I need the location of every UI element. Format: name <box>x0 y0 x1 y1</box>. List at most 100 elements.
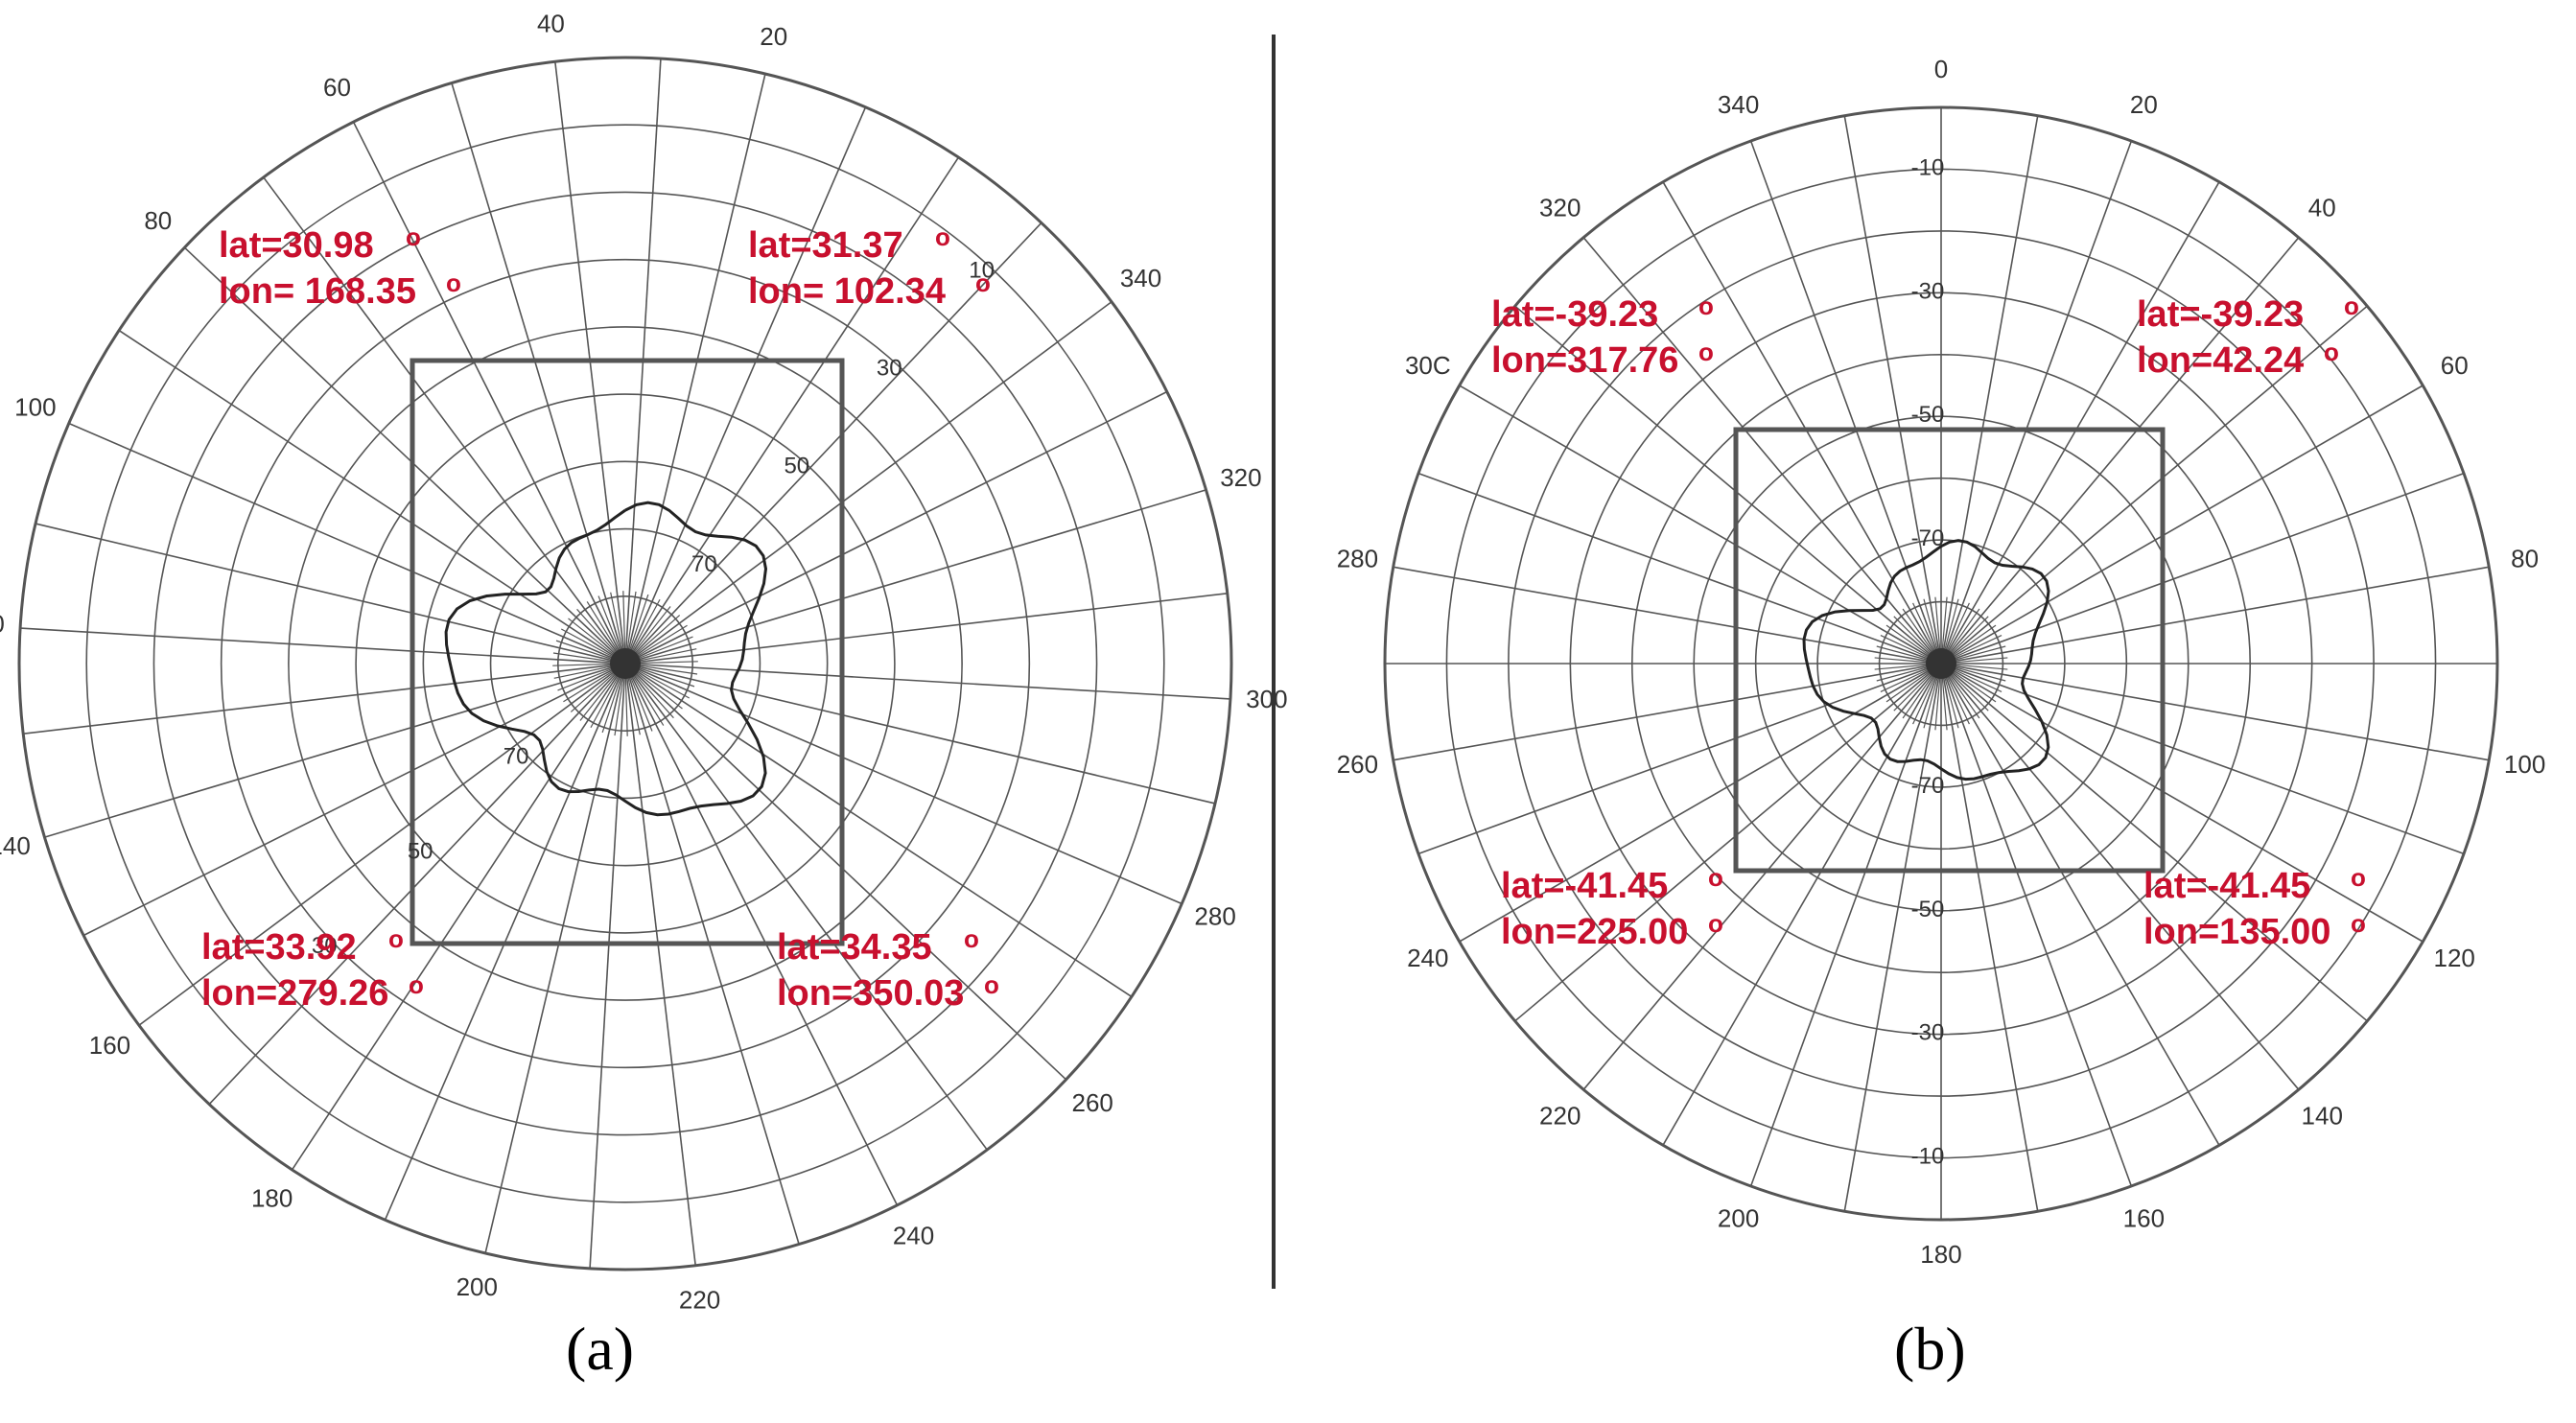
longitude-label: 80 <box>2511 545 2539 573</box>
corner-lat-label: lat=-41.45 <box>2143 866 2310 906</box>
latitude-circle <box>85 124 1165 1203</box>
longitude-label: 160 <box>2123 1204 2165 1233</box>
meridian-line <box>1940 663 2039 1212</box>
longitude-label: 80 <box>144 206 172 235</box>
meridian-line <box>138 663 626 1026</box>
projection-frame <box>1733 427 2166 874</box>
coastline <box>444 501 768 817</box>
meridian-line <box>589 663 626 1269</box>
meridian-line <box>20 627 626 665</box>
meridian-line <box>82 663 626 937</box>
meridian-line <box>68 422 626 665</box>
meridian-line <box>624 593 1228 665</box>
degree-symbol: o <box>1708 909 1723 938</box>
meridian-line <box>44 663 626 838</box>
meridian-line <box>624 301 1112 665</box>
latitude-circle <box>152 191 1098 1136</box>
meridian-line <box>1940 140 2133 665</box>
meridian-line <box>624 390 1168 665</box>
longitude-label: 200 <box>457 1272 498 1301</box>
meridian-line <box>183 246 626 665</box>
meridian-line <box>1393 663 1942 761</box>
longitude-label: 320 <box>1220 463 1261 492</box>
meridian-line <box>1940 305 2368 665</box>
meridian-line <box>451 82 626 665</box>
degree-symbol: o <box>1698 292 1714 320</box>
degree-symbol: o <box>2351 909 2366 938</box>
meridian-line <box>1459 385 1942 665</box>
corner-lon-label: lon=350.03 <box>777 973 964 1014</box>
meridian-line <box>1940 385 2424 665</box>
longitude-label: 180 <box>251 1184 293 1213</box>
meridian-line <box>624 663 800 1245</box>
degree-symbol: o <box>2344 292 2359 320</box>
latitude-label: -50 <box>1911 402 1945 428</box>
longitude-label: 30C <box>1405 351 1451 380</box>
panel-a-north-polar-map: 140 120 100 80 60 40 20 340 320 300 280 260 240 220 20… <box>0 9 1288 1314</box>
meridian-line <box>624 222 1042 665</box>
meridian-line <box>624 156 960 665</box>
latitude-label: -70 <box>1911 773 1945 799</box>
meridian-line <box>1940 663 2220 1146</box>
longitude-label: 20 <box>760 22 787 51</box>
meridian-line <box>208 663 626 1106</box>
corner-lon-label: lon=317.76 <box>1491 340 1678 381</box>
longitude-label: 160 <box>89 1031 130 1060</box>
degree-symbol: o <box>1698 338 1714 366</box>
latitude-label: 50 <box>408 838 433 864</box>
pole-marker <box>1926 648 1956 679</box>
latitude-label: 70 <box>503 744 529 770</box>
meridian-line <box>1940 663 2424 943</box>
meridian-line <box>484 663 626 1254</box>
corner-lat-label: lat=30.98 <box>219 225 374 266</box>
meridian-line <box>1940 663 2368 1022</box>
longitude-label: 120 <box>2434 944 2475 972</box>
longitude-label: 180 <box>1920 1240 1961 1269</box>
degree-symbol: o <box>984 970 999 999</box>
panel-b-caption: (b) <box>1894 1315 1966 1383</box>
corner-lat-label: lat=34.35 <box>777 927 932 968</box>
meridian-line <box>624 663 1133 998</box>
meridian-line <box>1940 663 2300 1090</box>
latitude-label: 10 <box>969 257 995 283</box>
meridian-line <box>1417 472 1942 665</box>
meridian-line <box>1662 663 1942 1146</box>
longitude-label: 240 <box>893 1222 934 1250</box>
degree-symbol: o <box>1708 863 1723 892</box>
latitude-label: 50 <box>784 454 809 479</box>
degree-symbol: o <box>388 924 404 953</box>
longitude-label: 100 <box>14 392 56 421</box>
corner-lat-label: lat=-39.23 <box>2137 294 2304 335</box>
panel-divider <box>1272 35 1276 1289</box>
meridian-line <box>1514 663 1942 1022</box>
latitude-label: -30 <box>1911 278 1945 304</box>
corner-lat-label: lat=-41.45 <box>1501 866 1668 906</box>
pole-marker <box>610 648 641 679</box>
longitude-label: 340 <box>1718 90 1759 119</box>
meridian-line <box>291 663 626 1171</box>
corner-lon-label: lon=279.26 <box>201 973 388 1014</box>
latitude-label: -70 <box>1911 525 1945 551</box>
longitude-label: 300 <box>1246 685 1287 713</box>
corner-annotation: lat=-41.45 lon=135.00 oo <box>2143 863 2366 952</box>
meridian-line <box>1514 305 1942 665</box>
meridian-line <box>1940 472 2465 665</box>
degree-symbol: o <box>975 268 991 297</box>
meridian-line <box>624 73 766 665</box>
latitude-label: 30 <box>877 356 902 382</box>
corner-lat-label: lat=33.92 <box>201 927 357 968</box>
longitude-label: 140 <box>0 831 31 860</box>
longitude-label: 280 <box>1194 901 1235 930</box>
meridian-line <box>1940 181 2220 665</box>
meridian-line <box>1940 663 2490 761</box>
corner-lon-label: lon= 168.35 <box>219 271 416 312</box>
longitude-label: 220 <box>679 1285 720 1314</box>
latitude-circle <box>288 326 963 1001</box>
meridian-line <box>1843 115 1942 665</box>
corner-lon-label: lon=135.00 <box>2143 912 2330 952</box>
longitude-label: 320 <box>1539 193 1581 222</box>
longitude-label: 60 <box>323 73 351 102</box>
longitude-label: 100 <box>2504 750 2545 779</box>
longitude-label: 220 <box>1539 1101 1581 1130</box>
